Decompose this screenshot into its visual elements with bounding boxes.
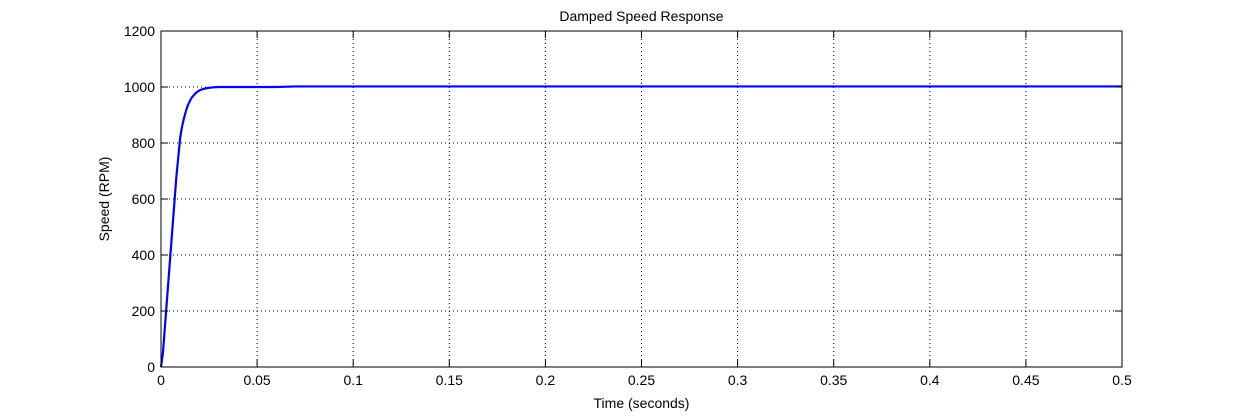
y-axis-label: Speed (RPM) — [96, 157, 112, 242]
x-tick-label: 0.5 — [1112, 372, 1132, 388]
series-layer — [159, 85, 1122, 368]
x-tick-label: 0.15 — [436, 372, 463, 388]
y-tick-label: 0 — [147, 359, 155, 375]
x-tick-label: 0.3 — [728, 372, 748, 388]
chart-title: Damped Speed Response — [559, 8, 723, 24]
x-tick-label: 0.4 — [920, 372, 940, 388]
y-tick-label: 600 — [132, 191, 156, 207]
x-tick-label: 0.35 — [820, 372, 847, 388]
tick-marks — [160, 30, 1123, 368]
speed-series-line — [159, 85, 1122, 368]
x-tick-label: 0 — [157, 372, 165, 388]
x-tick-labels: 0 0.05 0.1 0.15 0.2 0.25 0.3 0.35 0.4 0.45 0.5 — [157, 372, 1132, 388]
y-tick-label: 1000 — [124, 79, 155, 95]
x-tick-label: 0.45 — [1012, 372, 1039, 388]
x-tick-label: 0.25 — [628, 372, 655, 388]
y-tick-labels: 0 200 400 600 800 1000 1200 — [124, 23, 155, 375]
x-tick-label: 0.05 — [243, 372, 270, 388]
y-tick-label: 400 — [132, 247, 156, 263]
y-tick-label: 1200 — [124, 23, 155, 39]
y-tick-label: 800 — [132, 135, 156, 151]
x-axis-label: Time (seconds) — [594, 395, 690, 411]
x-tick-label: 0.1 — [343, 372, 363, 388]
x-tick-label: 0.2 — [536, 372, 556, 388]
y-tick-label: 200 — [132, 303, 156, 319]
